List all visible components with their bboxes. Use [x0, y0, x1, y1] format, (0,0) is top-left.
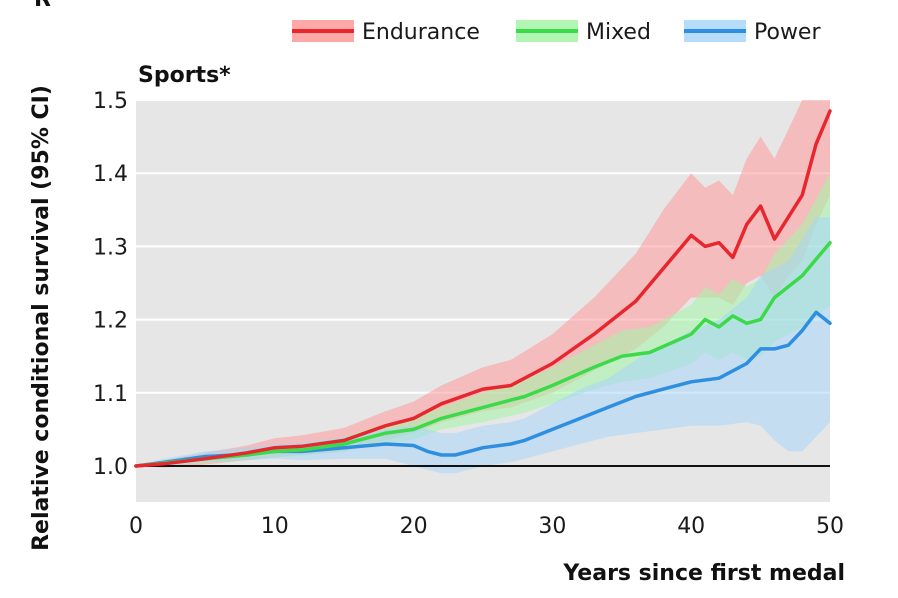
legend-label: Endurance — [362, 20, 480, 45]
legend-label: Mixed — [586, 20, 651, 45]
y-tick-label: 1.5 — [93, 89, 128, 114]
series-lines — [134, 109, 832, 468]
x-tick-label: 20 — [400, 514, 428, 539]
y-tick-label: 1.3 — [93, 235, 128, 260]
mixed-line — [134, 240, 832, 468]
x-tick-label: 0 — [129, 514, 143, 539]
x-tick-label: 10 — [261, 514, 289, 539]
y-axis-title: Relative conditional survival (95% CI) — [29, 85, 54, 551]
cut-off-label: R — [34, 0, 51, 12]
x-tick-label: 40 — [677, 514, 705, 539]
power-ci-band — [136, 217, 830, 474]
x-tick-label: 30 — [538, 514, 566, 539]
legend-label: Power — [754, 20, 821, 45]
panel-title: Sports* — [138, 63, 231, 88]
x-tick-label: 50 — [816, 514, 844, 539]
x-axis: 0 10 20 30 40 50 — [129, 514, 844, 539]
y-tick-label: 1.1 — [93, 382, 128, 407]
legend: Endurance Mixed Power — [292, 20, 821, 45]
legend-item-mixed: Mixed — [516, 20, 651, 45]
y-tick-label: 1.0 — [93, 455, 128, 480]
y-axis: 1.0 1.1 1.2 1.3 1.4 1.5 — [93, 89, 128, 480]
x-axis-title: Years since first medal — [562, 561, 845, 586]
endurance-line — [134, 109, 832, 468]
y-tick-label: 1.4 — [93, 162, 128, 187]
y-tick-label: 1.2 — [93, 309, 128, 334]
legend-item-power: Power — [684, 20, 821, 45]
legend-item-endurance: Endurance — [292, 20, 480, 45]
